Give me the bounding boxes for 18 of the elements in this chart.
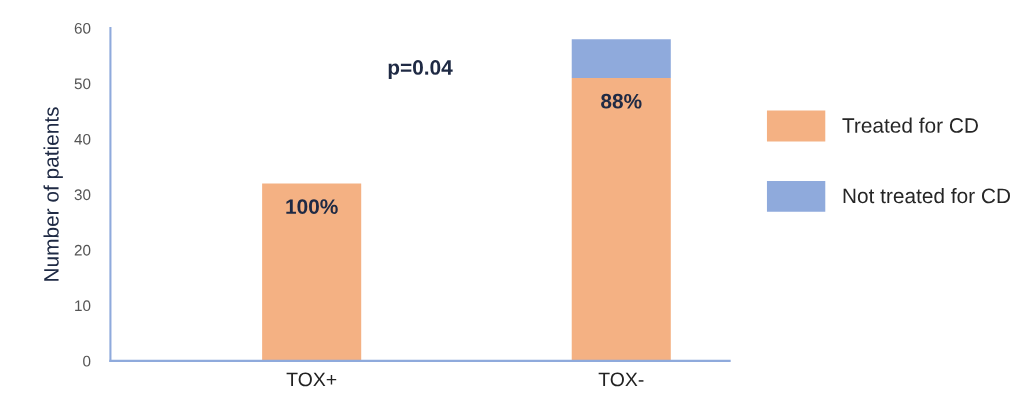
y-tick-label: 40 <box>74 133 91 145</box>
y-tick-label: 60 <box>74 22 91 34</box>
y-axis-title: Number of patients <box>43 107 63 281</box>
legend-label: Treated for CD <box>842 117 978 133</box>
annotation: 100% <box>286 199 338 214</box>
y-tick-label: 50 <box>74 78 91 90</box>
x-tick-label: TOX+ <box>286 372 337 387</box>
y-tick-label: 20 <box>74 244 91 256</box>
y-tick-label: 10 <box>75 300 91 312</box>
annotation: p=0.04 <box>388 60 453 79</box>
x-tick-label: TOX- <box>598 372 644 387</box>
bar <box>262 183 362 361</box>
y-tick-label: 30 <box>74 189 91 201</box>
bar <box>571 77 671 361</box>
y-tick-label: 0 <box>83 355 91 367</box>
bar <box>571 39 671 78</box>
legend-label: Not treated for CD <box>843 187 1010 204</box>
annotation: 88% <box>601 93 642 109</box>
